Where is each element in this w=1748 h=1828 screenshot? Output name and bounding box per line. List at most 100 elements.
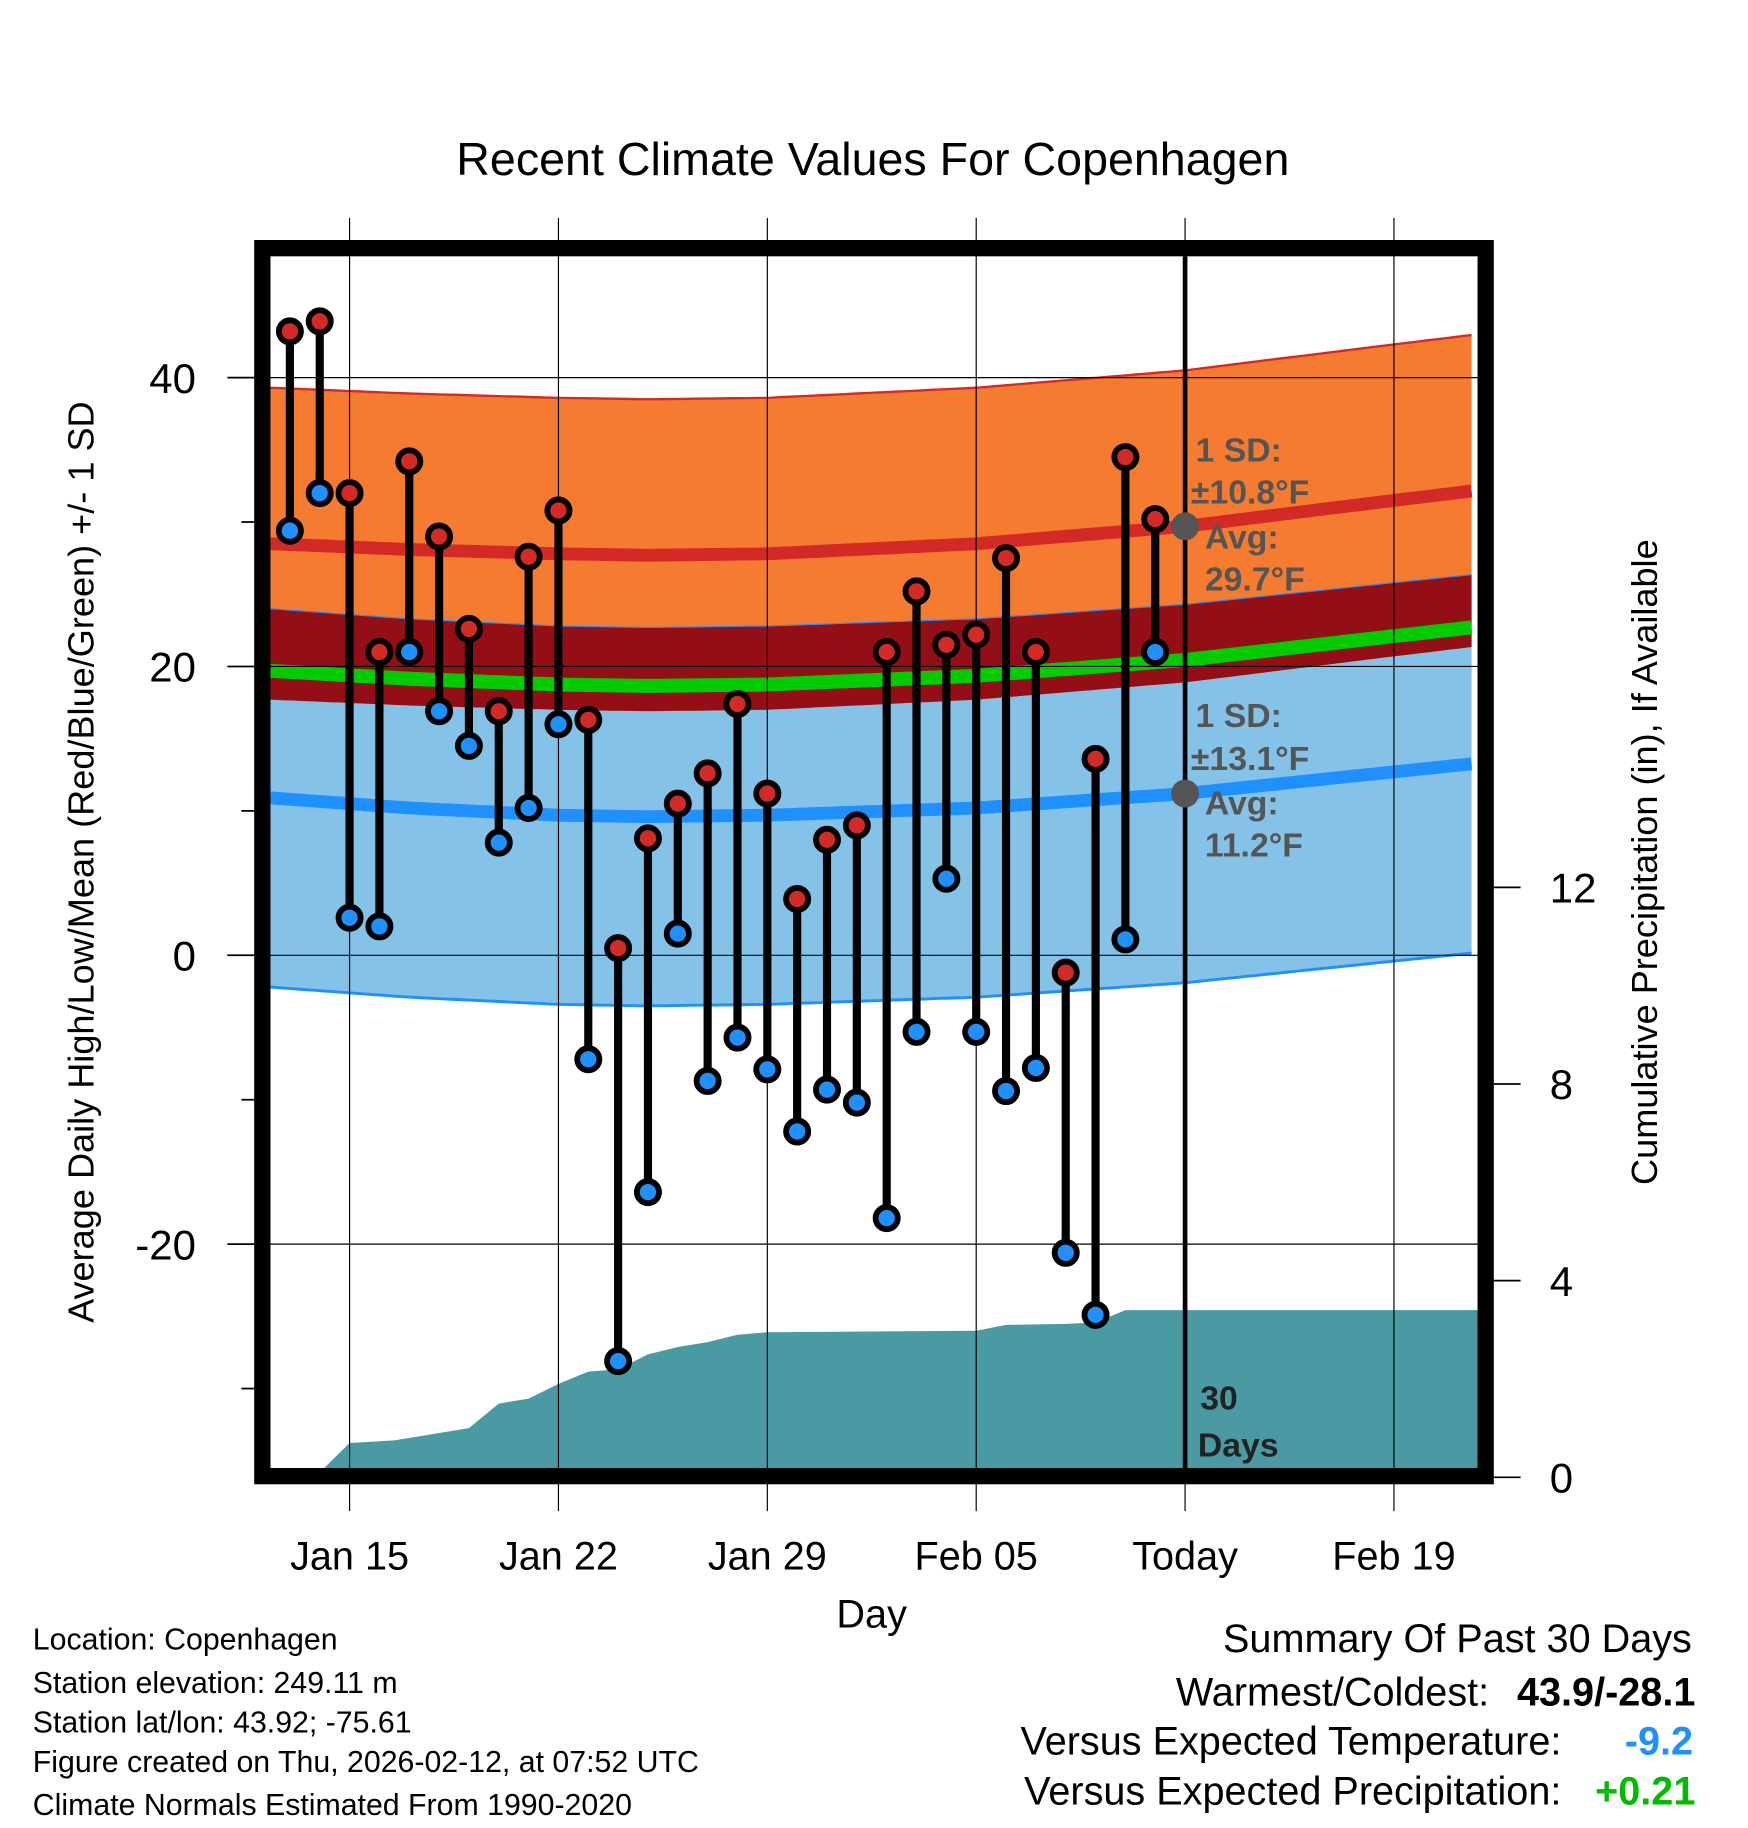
daily-low-point	[842, 1088, 871, 1117]
daily-high-point	[484, 697, 513, 726]
daily-low-point	[395, 638, 424, 667]
daily-low-point	[604, 1347, 633, 1376]
daily-high-point	[663, 789, 692, 818]
daily-high-point	[932, 630, 961, 659]
low-band-lower-edge	[270, 951, 1472, 1008]
y-tick-label: -20	[135, 1221, 196, 1268]
daily-high-point	[693, 759, 722, 788]
daily-low-point	[1081, 1300, 1110, 1329]
overlap-band	[270, 574, 1472, 712]
y2-tick-label: 8	[1550, 1061, 1573, 1108]
daily-high-point	[842, 811, 871, 840]
y2-tick-label: 12	[1550, 864, 1597, 911]
summary-warm-value: 43.9/-28.1	[1517, 1671, 1695, 1715]
daily-high-point	[633, 824, 662, 853]
x-tick-label: Today	[1132, 1534, 1238, 1578]
daily-high-point	[753, 779, 782, 808]
y-tick-label: 40	[149, 355, 196, 402]
daily-low-point	[484, 828, 513, 857]
daily-high-point	[962, 620, 991, 649]
summary-warm-label: Warmest/Coldest:	[1176, 1671, 1489, 1715]
daily-high-point	[872, 638, 901, 667]
high-avg-value: 29.7°F	[1205, 561, 1305, 599]
daily-high-point	[425, 522, 454, 551]
y-axis-label: Average Daily High/Low/Mean (Red/Blue/Gr…	[60, 401, 101, 1323]
daily-low-point	[454, 731, 483, 760]
daily-low-point	[425, 697, 454, 726]
low-sd-label: 1 SD:	[1196, 697, 1282, 735]
x-tick-label: Jan 29	[708, 1534, 827, 1578]
low-sd-value: ±13.1°F	[1191, 740, 1309, 778]
x-tick-label: Feb 19	[1332, 1534, 1455, 1578]
daily-high-point	[723, 690, 752, 718]
daily-high-point	[305, 307, 334, 336]
daily-low-point	[1051, 1238, 1080, 1267]
daily-high-point	[1081, 744, 1110, 773]
footer-location: Location: Copenhagen	[33, 1624, 338, 1657]
chart-title: Recent Climate Values For Copenhagen	[456, 133, 1289, 185]
low-avg-label: Avg:	[1205, 784, 1279, 822]
plot-frame	[254, 240, 1494, 1485]
daily-low-point	[514, 794, 543, 822]
daily-high-point	[335, 479, 364, 508]
x-tick-label: Jan 15	[290, 1534, 409, 1578]
daily-low-point	[335, 903, 364, 932]
normal-low-line	[269, 757, 1473, 824]
summary-title: Summary Of Past 30 Days	[1223, 1617, 1692, 1661]
low-avg-value: 11.2°F	[1205, 826, 1303, 864]
daily-high-point	[1021, 638, 1050, 667]
y2-tick-label: 4	[1550, 1258, 1573, 1305]
daily-high-point	[275, 317, 304, 346]
daily-low-point	[1111, 925, 1140, 954]
daily-high-point	[902, 577, 931, 606]
daily-high-point	[604, 934, 633, 963]
y2-tick-label: 0	[1550, 1454, 1573, 1501]
footer-normals: Climate Normals Estimated From 1990-2020	[33, 1789, 632, 1822]
daily-low-point	[872, 1204, 901, 1233]
daily-low-point	[932, 864, 961, 893]
daily-low-point	[544, 710, 573, 739]
daily-high-point	[1111, 443, 1140, 472]
daily-low-point	[574, 1045, 603, 1074]
daily-low-point	[1021, 1053, 1050, 1082]
high-avg-label: Avg:	[1205, 519, 1279, 557]
daily-low-point	[1141, 638, 1170, 667]
summary-precip-value: +0.21	[1595, 1770, 1695, 1814]
days-word: Days	[1198, 1426, 1279, 1464]
daily-low-point	[633, 1178, 662, 1207]
daily-high-point	[783, 885, 812, 913]
daily-high-point	[813, 825, 841, 854]
today-high-avg-marker	[1171, 512, 1200, 541]
daily-low-point	[275, 516, 304, 545]
daily-low-point	[753, 1055, 782, 1084]
daily-high-point	[1141, 505, 1170, 534]
daily-low-point	[365, 912, 394, 941]
daily-high-point	[574, 705, 603, 734]
daily-low-point	[663, 919, 692, 948]
daily-low-point	[962, 1017, 991, 1046]
daily-high-point	[395, 447, 424, 476]
daily-high-point	[514, 542, 543, 571]
daily-low-point	[693, 1066, 722, 1095]
footer: Location: Copenhagen Station elevation: …	[33, 1624, 699, 1822]
precip-area	[270, 1310, 1478, 1478]
footer-latlon: Station lat/lon: 43.92; -75.61	[33, 1706, 412, 1739]
y2-axis-label: Cumulative Precipitation (in), If Availa…	[1624, 539, 1665, 1185]
daily-high-point	[544, 496, 573, 525]
x-axis-label: Day	[836, 1593, 907, 1637]
summary-temp-label: Versus Expected Temperature:	[1020, 1720, 1561, 1764]
daily-high-point	[992, 544, 1021, 573]
daily-low-point	[305, 479, 334, 508]
high-sd-label: 1 SD:	[1196, 431, 1282, 469]
annotations: 1 SD: ±10.8°F Avg: 29.7°F 1 SD: ±13.1°F …	[1191, 431, 1309, 1464]
days-count: 30	[1200, 1380, 1238, 1418]
x-tick-label: Feb 05	[915, 1534, 1038, 1578]
summary-temp-value: -9.2	[1625, 1720, 1693, 1764]
high-band-upper-edge	[270, 333, 1472, 401]
summary: Summary Of Past 30 Days Warmest/Coldest:…	[1020, 1617, 1695, 1814]
daily-low-point	[783, 1117, 812, 1146]
y-tick-label: 20	[149, 644, 196, 691]
daily-low-point	[813, 1075, 841, 1104]
normal-high-line	[270, 484, 1473, 562]
